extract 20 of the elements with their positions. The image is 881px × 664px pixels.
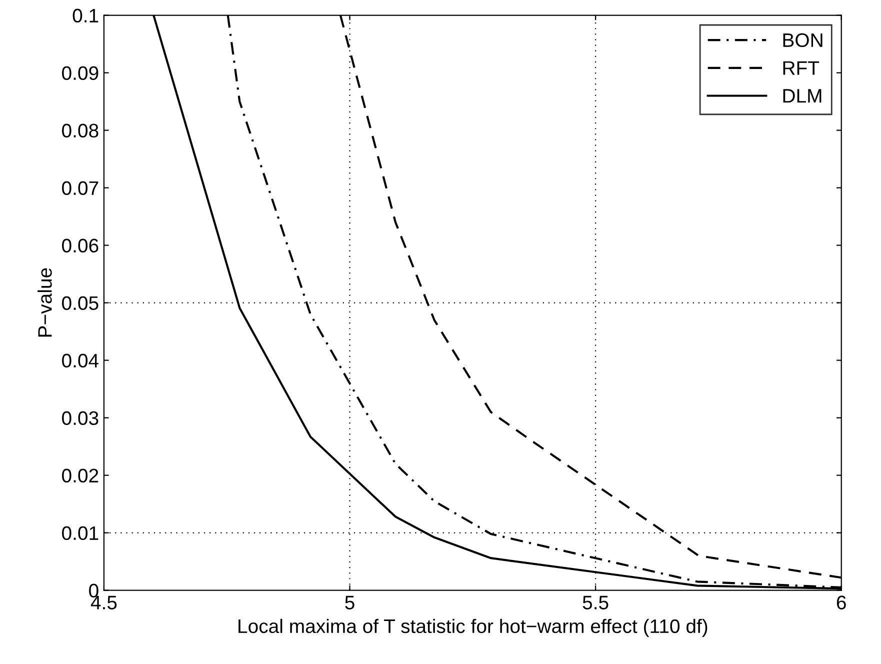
x-tick-label: 4.5 bbox=[90, 596, 117, 610]
legend-label: RFT bbox=[783, 61, 820, 75]
y-tick-label: 0.08 bbox=[62, 124, 98, 138]
y-tick-label: 0.07 bbox=[62, 181, 98, 196]
y-tick-label: 0.06 bbox=[62, 238, 98, 253]
y-tick-label: 0.02 bbox=[62, 468, 98, 483]
x-axis-title: Local maxima of T statistic for hot−warm effect (110 df) bbox=[238, 618, 708, 637]
legend-label: DLM bbox=[783, 89, 822, 103]
y-tick-label: 0.09 bbox=[62, 66, 98, 80]
x-tick-label: 6 bbox=[836, 596, 846, 610]
y-tick-label: 0.1 bbox=[72, 8, 98, 23]
y-tick-label: 0.01 bbox=[62, 526, 98, 540]
y-tick-label: 0.05 bbox=[62, 296, 98, 310]
y-tick-label: 0.03 bbox=[62, 411, 98, 426]
y-tick-label: 0.04 bbox=[62, 354, 99, 368]
x-tick-label: 5.5 bbox=[582, 596, 608, 610]
legend-label: BON bbox=[783, 33, 822, 48]
y-tick-label: 0 bbox=[89, 584, 98, 598]
x-tick-label: 5 bbox=[345, 596, 354, 610]
y-axis-title: P−value bbox=[38, 268, 52, 337]
